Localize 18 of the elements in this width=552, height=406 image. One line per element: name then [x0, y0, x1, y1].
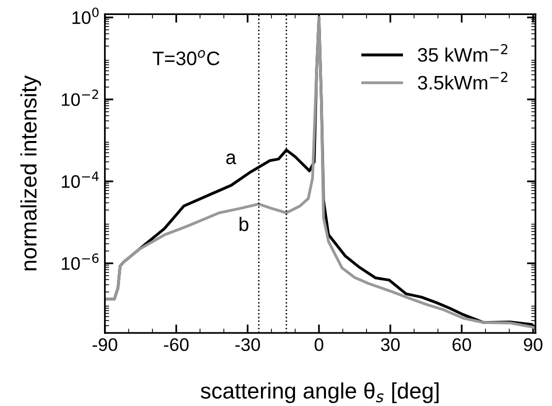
- legend-label: 35 kWm$^{−2}$: [418, 44, 508, 62]
- legend-label: 3.5kWm$^{−2}$: [418, 72, 508, 90]
- y-tick-label: 10$^{−6}$: [62, 253, 99, 270]
- x-axis-title: scattering angle θ$_{s}$ [deg]: [200, 382, 439, 404]
- x-tick-label: -60: [164, 338, 189, 352]
- x-tick-label: 60: [452, 338, 472, 352]
- annotation: T=30$^{o}$C: [152, 50, 220, 66]
- y-tick-label: 10$^{−4}$: [62, 172, 99, 188]
- x-tick-label: 90: [524, 338, 542, 352]
- x-tick-label: 0: [314, 338, 324, 352]
- y-axis-title: normalized intensity: [20, 75, 42, 270]
- annotation: b: [240, 216, 248, 232]
- y-tick-label: 10$^{−2}$: [62, 90, 98, 106]
- x-tick-label: -30: [235, 338, 260, 352]
- annotation: a: [226, 154, 236, 164]
- x-tick-label: -90: [92, 338, 118, 352]
- y-tick-label: 10$^{0}$: [72, 8, 99, 24]
- x-tick-label: 30: [380, 338, 400, 352]
